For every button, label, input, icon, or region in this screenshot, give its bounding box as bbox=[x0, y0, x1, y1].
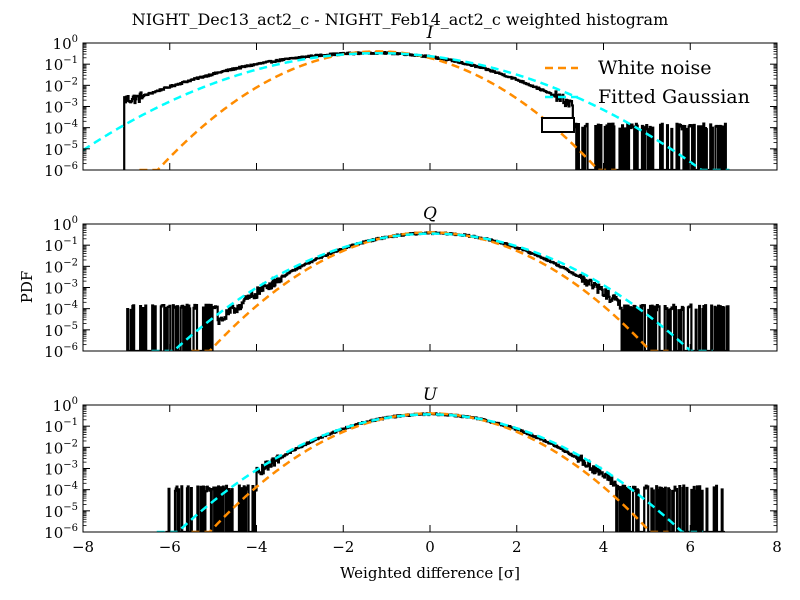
legend: White noise Fitted Gaussian bbox=[541, 57, 750, 133]
y-axis-label: PDF bbox=[18, 271, 36, 304]
fitted-gaussian-curve-u bbox=[156, 413, 704, 532]
x-axis-label: Weighted difference [σ] bbox=[340, 564, 520, 582]
legend-label: White noise bbox=[598, 57, 712, 79]
y-tick-label: 10−3 bbox=[44, 98, 78, 117]
y-tick-label: 10−1 bbox=[44, 236, 78, 255]
y-tick-label: 100 bbox=[53, 215, 78, 234]
y-tick-label: 10−3 bbox=[44, 279, 78, 298]
panel-title-q: Q bbox=[423, 204, 437, 224]
y-tick-label: 10−6 bbox=[44, 161, 78, 180]
y-tick-label: 10−1 bbox=[44, 55, 78, 74]
panel-i: I 10−6 10−5 10−4 10−3 10−2 10−1 100 bbox=[44, 23, 778, 180]
y-tick-label: 10−5 bbox=[44, 321, 78, 340]
white-noise-curve-q bbox=[191, 231, 669, 351]
x-tick-label: 4 bbox=[599, 538, 609, 556]
x-tick-label: 0 bbox=[425, 538, 435, 556]
panel-title-u: U bbox=[423, 385, 438, 405]
y-tick-label: 100 bbox=[53, 34, 78, 53]
x-tick-label: 2 bbox=[512, 538, 522, 556]
y-tick-label: 100 bbox=[53, 396, 78, 415]
y-tick-label: 10−4 bbox=[44, 119, 78, 138]
y-tick-label: 10−5 bbox=[44, 502, 78, 521]
y-tick-label: 10−2 bbox=[44, 76, 78, 95]
x-tick-label: −6 bbox=[159, 538, 181, 556]
x-tick-label: −2 bbox=[332, 538, 354, 556]
y-tick-label: 10−4 bbox=[44, 481, 78, 500]
y-tick-label: 10−2 bbox=[44, 257, 78, 276]
x-tick-label: 8 bbox=[772, 538, 782, 556]
white-noise-curve-i bbox=[139, 50, 617, 170]
y-tick-label: 10−5 bbox=[44, 140, 78, 159]
legend-box-fragment bbox=[541, 117, 575, 133]
legend-label: Fitted Gaussian bbox=[598, 86, 750, 108]
x-tick-label: −8 bbox=[72, 538, 94, 556]
y-tick-label: 10−2 bbox=[44, 438, 78, 457]
x-tick-label: 6 bbox=[685, 538, 695, 556]
y-tick-label: 10−6 bbox=[44, 523, 78, 542]
histogram-series-u bbox=[165, 412, 725, 532]
fitted-gaussian-curve-i bbox=[83, 51, 730, 170]
y-tick-label: 10−4 bbox=[44, 300, 78, 319]
y-tick-label: 10−1 bbox=[44, 417, 78, 436]
y-tick-label: 10−3 bbox=[44, 460, 78, 479]
histogram-series-q bbox=[126, 231, 730, 351]
x-tick-label: −4 bbox=[245, 538, 267, 556]
panel-q: Q 10−6 10−5 10−4 10−3 10−2 10−1 100 bbox=[44, 204, 778, 361]
histogram-series-i bbox=[123, 50, 730, 170]
panel-title-i: I bbox=[426, 23, 434, 43]
y-tick-label: 10−6 bbox=[44, 342, 78, 361]
panel-u: U 10−6 10−5 10−4 10−3 10−2 10−1 100 −8 −6 −4 −2 0 2 4 6… bbox=[44, 385, 782, 556]
figure-suptitle: NIGHT_Dec13_act2_c - NIGHT_Feb14_act2_c … bbox=[132, 10, 669, 29]
fitted-gaussian-curve-q bbox=[151, 232, 713, 351]
